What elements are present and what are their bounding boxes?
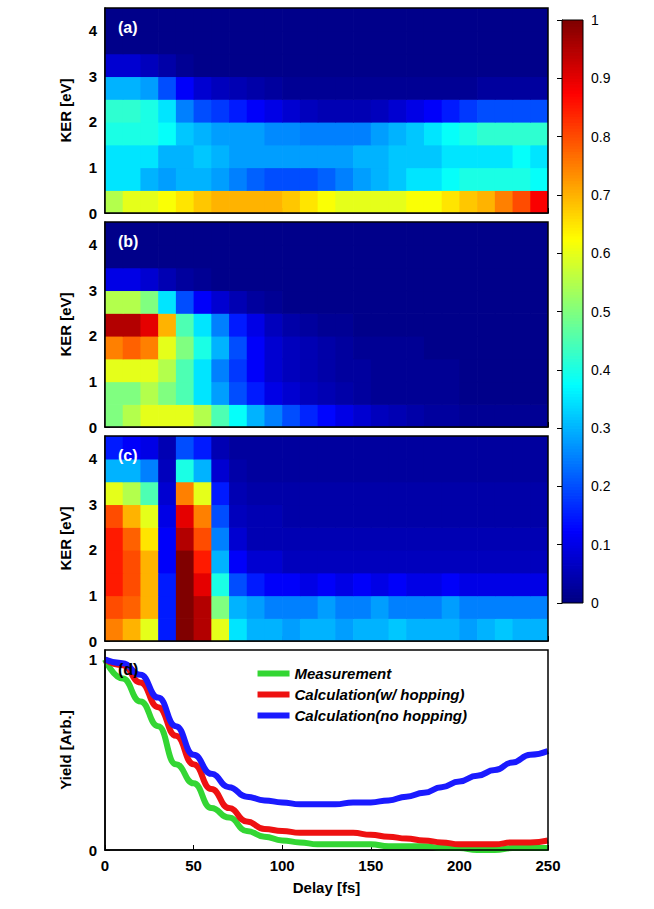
svg-text:200: 200 [447,857,472,874]
svg-text:3: 3 [89,282,97,299]
svg-text:2: 2 [89,541,97,558]
svg-text:0: 0 [89,419,97,436]
svg-text:Calculation(w/ hopping): Calculation(w/ hopping) [295,686,465,703]
svg-text:1: 1 [89,373,97,390]
svg-text:0.6: 0.6 [591,245,611,261]
svg-text:150: 150 [358,857,383,874]
svg-text:(d): (d) [118,661,138,678]
svg-text:0.3: 0.3 [591,420,611,436]
svg-text:0.1: 0.1 [591,537,611,553]
svg-text:2: 2 [89,327,97,344]
svg-text:KER [eV]: KER [eV] [57,292,74,356]
svg-text:100: 100 [270,857,295,874]
svg-text:Calculation(no hopping): Calculation(no hopping) [295,707,467,724]
svg-text:0.2: 0.2 [591,478,611,494]
svg-text:4: 4 [89,236,98,253]
svg-text:1: 1 [89,159,97,176]
svg-text:KER [eV]: KER [eV] [57,78,74,142]
svg-text:KER [eV]: KER [eV] [57,506,74,570]
svg-text:3: 3 [89,496,97,513]
svg-text:0: 0 [89,633,97,650]
svg-text:0.5: 0.5 [591,304,611,320]
svg-text:1: 1 [591,12,599,28]
svg-text:0: 0 [101,857,109,874]
svg-text:1: 1 [89,651,97,668]
svg-text:(b): (b) [118,233,138,250]
svg-text:Yield [Arb.]: Yield [Arb.] [57,710,74,789]
svg-text:1: 1 [89,587,97,604]
svg-text:0.4: 0.4 [591,362,611,378]
svg-text:4: 4 [89,450,98,467]
svg-text:3: 3 [89,68,97,85]
svg-text:0: 0 [89,205,97,222]
svg-text:0: 0 [89,842,97,859]
svg-text:250: 250 [535,857,560,874]
svg-text:0.7: 0.7 [591,187,611,203]
svg-text:0.9: 0.9 [591,70,611,86]
svg-text:Delay [fs]: Delay [fs] [293,879,361,896]
svg-text:Measurement: Measurement [295,665,393,682]
svg-text:0.8: 0.8 [591,129,611,145]
svg-text:50: 50 [185,857,202,874]
svg-text:2: 2 [89,113,97,130]
svg-text:0: 0 [591,595,599,611]
svg-text:4: 4 [89,22,98,39]
svg-text:(a): (a) [118,19,138,36]
svg-text:(c): (c) [118,447,138,464]
